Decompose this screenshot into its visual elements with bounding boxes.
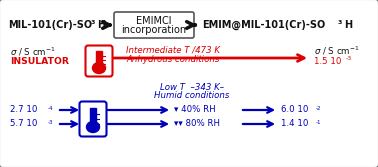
Text: -2: -2	[316, 106, 322, 111]
Bar	[90, 108, 96, 126]
Text: 1.5 10: 1.5 10	[314, 56, 341, 65]
FancyBboxPatch shape	[114, 12, 194, 38]
Ellipse shape	[87, 122, 99, 132]
Text: MIL-101(Cr)-SO: MIL-101(Cr)-SO	[8, 20, 92, 30]
Text: Anhydrous conditions: Anhydrous conditions	[126, 55, 219, 64]
Bar	[96, 51, 102, 67]
Text: -4: -4	[48, 106, 54, 111]
Text: H: H	[97, 20, 105, 30]
Text: EMIMCl: EMIMCl	[136, 16, 172, 26]
Text: Humid conditions: Humid conditions	[154, 92, 230, 101]
Text: 6.0 10: 6.0 10	[281, 106, 308, 115]
Ellipse shape	[93, 62, 105, 73]
FancyBboxPatch shape	[85, 45, 113, 76]
Text: $\sigma$ / S cm$^{-1}$: $\sigma$ / S cm$^{-1}$	[314, 45, 359, 57]
Text: 2.7 10: 2.7 10	[10, 106, 37, 115]
Text: EMIM@MIL-101(Cr)-SO: EMIM@MIL-101(Cr)-SO	[202, 20, 325, 30]
Text: ▾▾ 80% RH: ▾▾ 80% RH	[174, 120, 220, 128]
Text: -1: -1	[316, 120, 322, 125]
Text: 5.7 10: 5.7 10	[10, 120, 37, 128]
Text: -3: -3	[346, 56, 352, 61]
Text: INSULATOR: INSULATOR	[10, 57, 69, 66]
Text: 3: 3	[91, 20, 95, 25]
Text: 3: 3	[338, 20, 342, 25]
Text: Intermediate T /473 K: Intermediate T /473 K	[126, 45, 220, 54]
Text: ▾ 40% RH: ▾ 40% RH	[174, 106, 215, 115]
Text: Low T  –343 K–: Low T –343 K–	[160, 82, 224, 92]
FancyBboxPatch shape	[79, 102, 107, 136]
Text: -3: -3	[48, 120, 54, 125]
Text: 1.4 10: 1.4 10	[281, 120, 308, 128]
Text: $\sigma$ / S cm$^{-1}$: $\sigma$ / S cm$^{-1}$	[10, 46, 56, 58]
Text: H: H	[344, 20, 352, 30]
Text: incorporation: incorporation	[121, 25, 187, 35]
